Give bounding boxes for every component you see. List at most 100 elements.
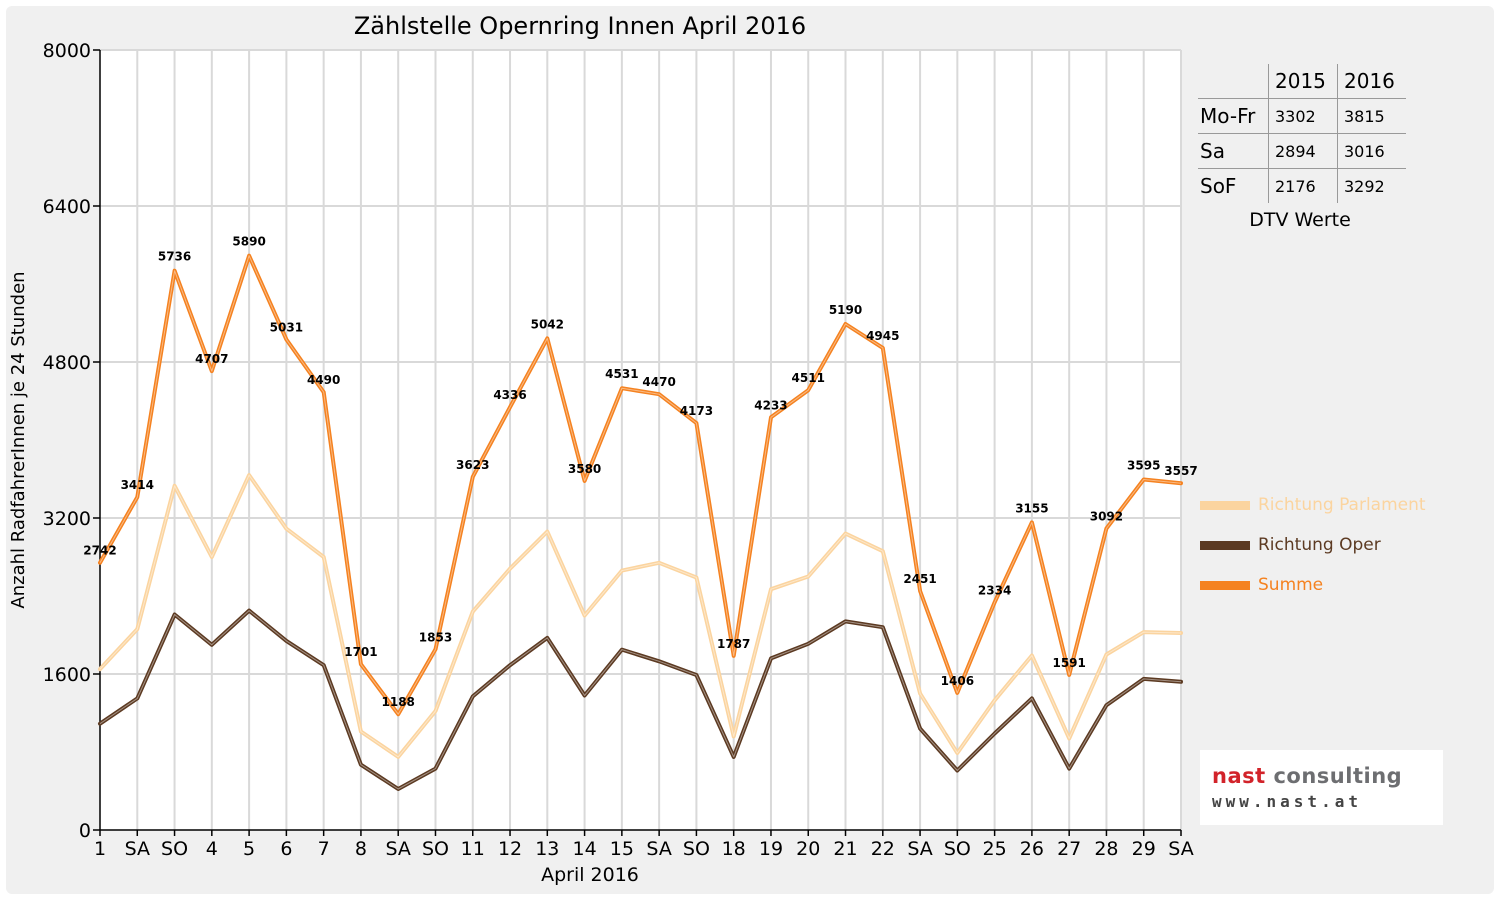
x-tick-label: 26 [1020,838,1044,860]
data-label: 3092 [1090,510,1123,524]
data-label: 1591 [1052,656,1085,670]
dtv-row-sof: SoF 2176 3292 [1198,168,1406,203]
x-tick-label: 28 [1094,838,1118,860]
logo-wordmark: nast consulting [1212,764,1402,788]
data-label: 4233 [754,398,787,412]
x-tick-label: SA [646,838,671,860]
dtv-header-2015: 2015 [1268,64,1338,99]
data-label: 4707 [195,352,228,366]
x-tick-label: 27 [1057,838,1081,860]
dtv-cell: 3016 [1337,133,1406,169]
legend-swatch-parlament [1200,500,1250,510]
data-label: 5190 [829,303,862,317]
legend-item-parlament: Richtung Parlament [1200,494,1426,516]
data-label: 5031 [270,320,303,334]
data-label: 3155 [1015,501,1048,515]
x-axis-title: April 2016 [541,864,639,886]
series-line-highlight-summe [99,255,1182,715]
data-label: 4336 [493,388,526,402]
data-label: 2334 [978,583,1011,597]
dtv-cell: 3302 [1268,98,1338,134]
x-tick-label: 25 [983,838,1007,860]
x-tick-label: SA [125,838,150,860]
dtv-header-row: 2015 2016 [1198,64,1406,99]
data-label: 5890 [232,235,265,249]
x-tick-label: 20 [796,838,820,860]
data-label: 5736 [158,250,191,264]
y-tick-label: 8000 [43,40,91,62]
legend-label-summe: Summe [1258,575,1324,595]
data-label: 4945 [866,329,899,343]
x-tick-label: SO [422,838,449,860]
x-tick-label: SO [944,838,971,860]
data-label: 4470 [642,375,675,389]
x-tick-label: SA [385,838,410,860]
dtv-row-label: Sa [1198,133,1269,169]
axes: 0 1600 3200 4800 6400 8000 1 SA SO 4 5 6 7 8 SA SO 11 12 1… [43,40,1194,860]
data-label: 1701 [344,645,377,659]
legend-swatch-summe [1200,580,1250,590]
series-line-richtung-parlament [98,473,1183,759]
x-tick-label: 8 [355,838,367,860]
legend-label-parlament: Richtung Parlament [1258,495,1426,515]
series-line-highlight-richtung-parlament [99,474,1182,758]
dtv-corner [1198,64,1269,99]
data-label: 2451 [903,572,936,586]
dtv-cell: 3292 [1337,168,1406,203]
x-tick-label: SA [1168,838,1193,860]
x-tick-label: 6 [280,838,292,860]
dtv-header-2016: 2016 [1337,64,1406,99]
data-label: 1406 [941,674,974,688]
series-line-summe [98,253,1183,717]
x-tick-label: 19 [759,838,783,860]
dtv-row-sa: Sa 2894 3016 [1198,133,1406,169]
series-lines [98,253,1183,791]
x-tick-label: 4 [206,838,218,860]
data-label: 4511 [792,371,825,385]
data-label: 3557 [1164,464,1197,478]
y-tick-label: 3200 [43,508,91,530]
dtv-table: 2015 2016 Mo-Fr 3302 3815 Sa 2894 3016 S… [1198,64,1406,203]
data-label: 1853 [419,630,452,644]
x-tick-label: 18 [722,838,746,860]
data-label: 4490 [307,373,340,387]
data-label: 3414 [121,478,154,492]
x-tick-label: 12 [498,838,522,860]
x-tick-label: 1 [94,838,106,860]
x-tick-label: SO [161,838,188,860]
chart-title: Zählstelle Opernring Innen April 2016 [353,12,807,40]
grid [100,49,1182,830]
legend-item-oper: Richtung Oper [1200,534,1381,556]
x-tick-label: 13 [535,838,559,860]
x-tick-label: SO [683,838,710,860]
y-tick-label: 1600 [43,664,91,686]
logo-wordmark-part1: nast [1212,764,1266,788]
dtv-cell: 3815 [1337,98,1406,134]
x-tick-label: 5 [243,838,255,860]
dtv-row-label: SoF [1198,168,1269,203]
data-label: 1787 [717,637,750,651]
x-tick-label: 11 [461,838,485,860]
x-tick-label: 22 [871,838,895,860]
series-line-richtung-oper [98,608,1183,791]
logo-wordmark-part2: consulting [1273,764,1403,788]
dtv-cell: 2176 [1268,168,1338,203]
data-label: 1188 [382,695,415,709]
data-labels: 2742 3414 5736 4707 5890 5031 4490 1701 1188 1853… [83,235,1197,709]
legend-label-oper: Richtung Oper [1258,535,1381,555]
data-label: 3595 [1127,458,1160,472]
data-label: 3623 [456,458,489,472]
x-tick-label: 21 [833,838,857,860]
x-tick-label: 7 [318,838,330,860]
data-label: 4173 [680,404,713,418]
y-axis-title: Anzahl RadfahrerInnen je 24 Stunden [8,271,29,609]
data-label: 5042 [531,317,564,331]
legend-swatch-oper [1200,540,1250,550]
dtv-cell: 2894 [1268,133,1338,169]
x-tick-label: 15 [610,838,634,860]
plot-area [100,50,1181,830]
x-tick-label: SA [907,838,932,860]
x-tick-label: 29 [1132,838,1156,860]
company-logo: nast consulting www.nast.at [1200,750,1443,825]
